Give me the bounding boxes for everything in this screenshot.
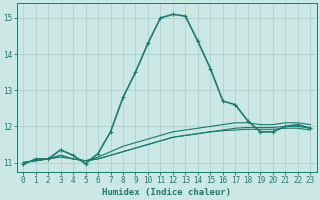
X-axis label: Humidex (Indice chaleur): Humidex (Indice chaleur) xyxy=(102,188,231,197)
